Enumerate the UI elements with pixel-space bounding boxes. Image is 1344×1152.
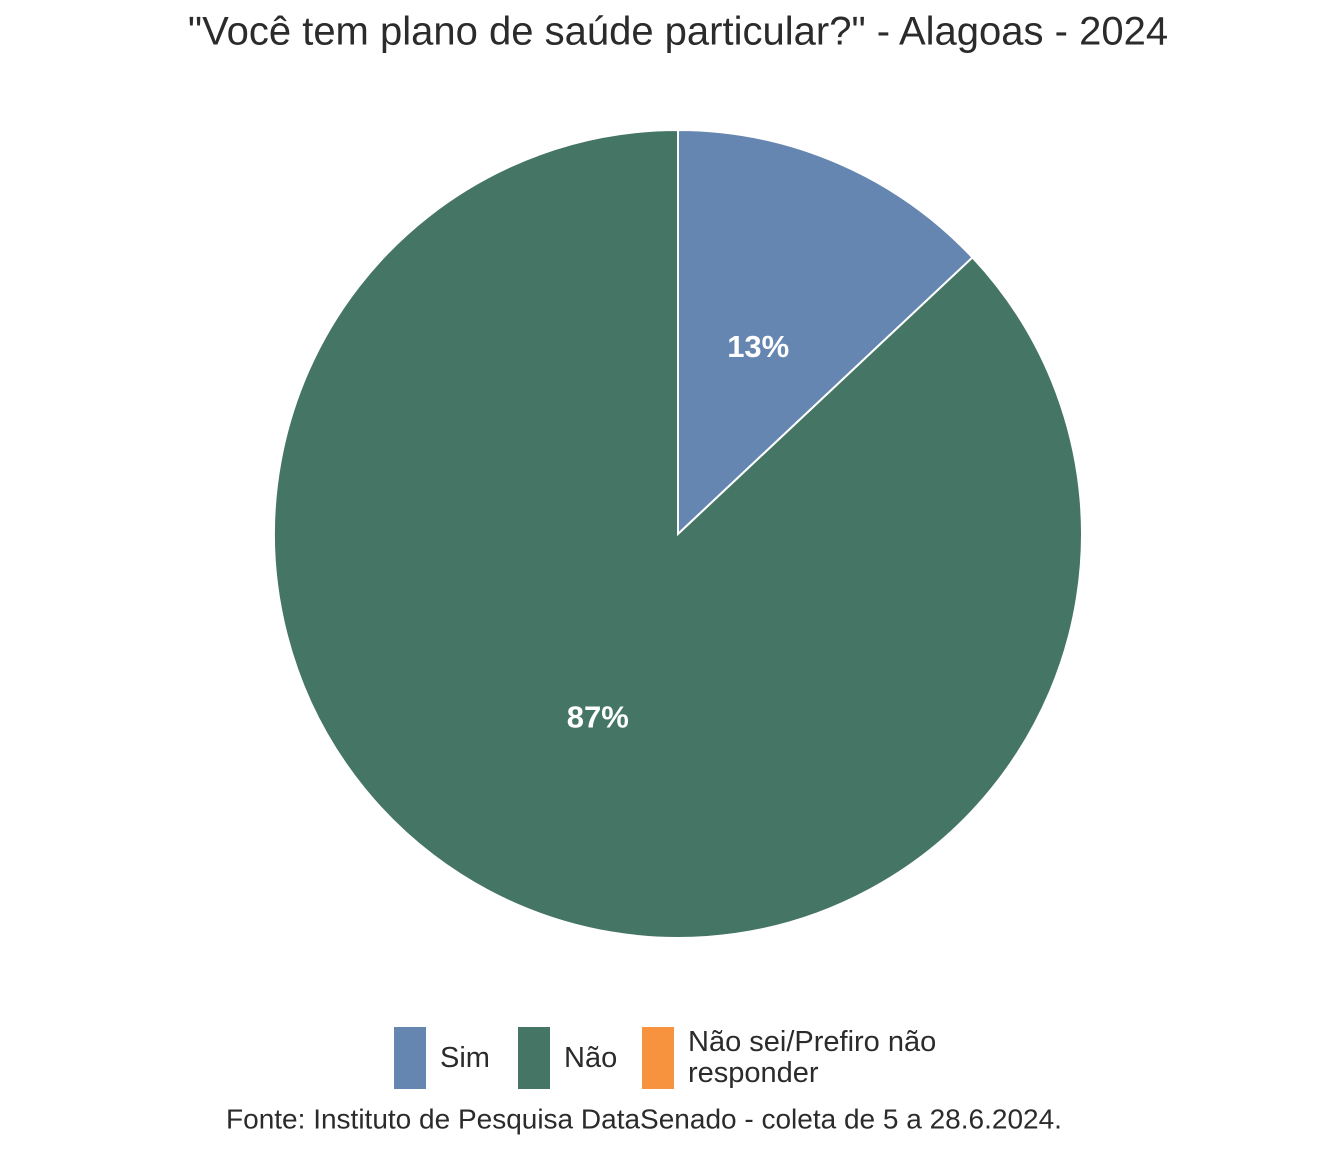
- legend-text: Não: [564, 1041, 618, 1074]
- legend-label: Não: [564, 1027, 634, 1089]
- legend-label: Não sei/Prefiro não responder: [688, 1027, 978, 1089]
- chart-title: "Você tem plano de saúde particular?" - …: [188, 10, 1168, 54]
- source: Fonte: Instituto de Pesquisa DataSenado …: [226, 1103, 1062, 1134]
- data-label: 87%: [567, 700, 629, 735]
- legend-text: Sim: [440, 1041, 490, 1074]
- pie-slice: [273, 128, 1083, 939]
- legend-item: Sim: [440, 1027, 510, 1089]
- legend-swatch: [518, 1027, 550, 1089]
- pie-slice: [677, 128, 974, 537]
- legend-swatch: [394, 1027, 426, 1089]
- legend-item: Não: [564, 1027, 634, 1089]
- legend-item: Não sei/Prefiro não responder: [688, 1027, 978, 1089]
- legend-text: Não sei/Prefiro não responder: [688, 1027, 937, 1089]
- legend-label: Sim: [440, 1027, 510, 1089]
- data-label: 13%: [727, 329, 789, 364]
- legend-swatch: [642, 1027, 674, 1089]
